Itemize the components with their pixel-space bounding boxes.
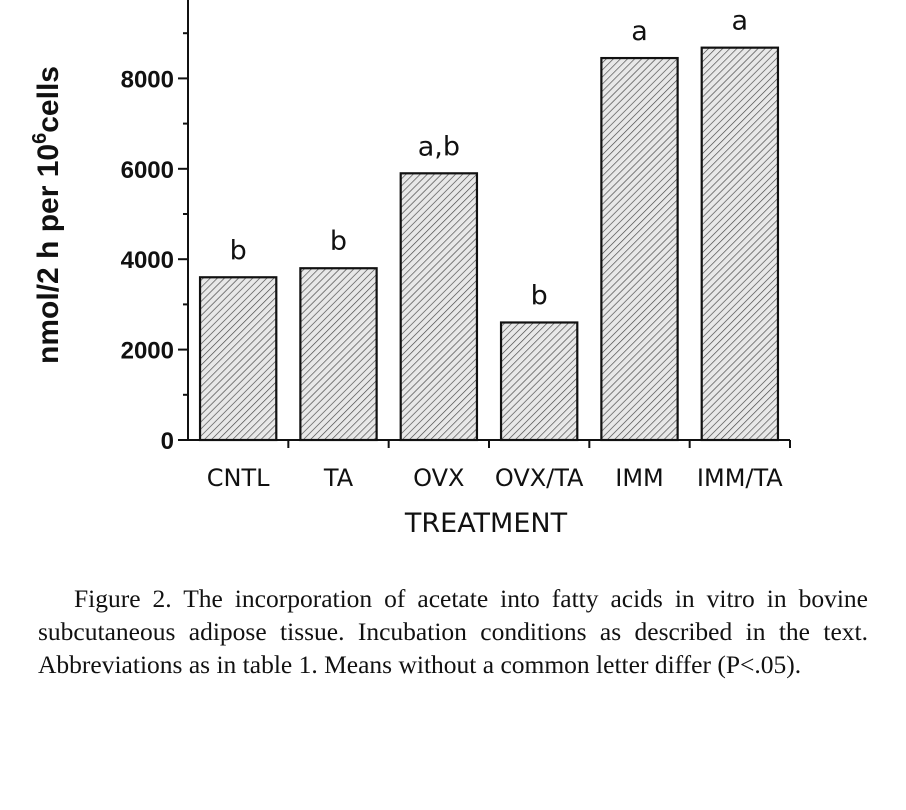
x-axis-label: TREATMENT (404, 508, 568, 539)
plot-area: 0 2000 4000 6000 8000 10000 b CNTL b TA a,b OVX b OVX… (107, 0, 791, 492)
y-tick-label: 2000 (121, 338, 174, 365)
x-tick-label: IMM (615, 464, 664, 492)
bar (700, 46, 780, 442)
x-tick-label: CNTL (207, 464, 270, 492)
x-tick-label: OVX/TA (495, 464, 584, 492)
y-tick-label: 8000 (121, 66, 174, 93)
y-tick-label: 10000 (107, 0, 174, 3)
y-tick-label: 4000 (121, 247, 174, 274)
bar-data-label: b (531, 280, 548, 311)
y-axis-label-unit: cells (32, 66, 65, 133)
y-tick-label: 0 (161, 428, 174, 455)
figure-caption: Figure 2. The incorporation of acetate i… (38, 584, 868, 679)
x-tick-label: TA (323, 464, 354, 492)
bar (399, 172, 479, 442)
y-tick-label: 6000 (121, 157, 174, 184)
x-tick-label: OVX (413, 464, 464, 492)
y-axis-label-superscript: 6 (29, 133, 51, 144)
bar-data-label: a,b (418, 131, 460, 162)
y-axis-label-main: nmol/2 h per 10 (32, 144, 65, 364)
bar (499, 321, 579, 442)
bar-data-label: a (732, 6, 749, 37)
bar-data-label: b (330, 226, 347, 257)
bar-chart: 0 2000 4000 6000 8000 10000 b CNTL b TA a,b OVX b OVX… (29, 0, 791, 539)
y-axis-label: nmol/2 h per 106cells (29, 66, 65, 364)
bar (299, 267, 378, 442)
bar (198, 276, 278, 442)
bar-data-label: b (230, 235, 247, 266)
bar-data-label: a (631, 16, 648, 47)
bar (600, 56, 679, 442)
x-tick-label: IMM/TA (697, 464, 783, 492)
